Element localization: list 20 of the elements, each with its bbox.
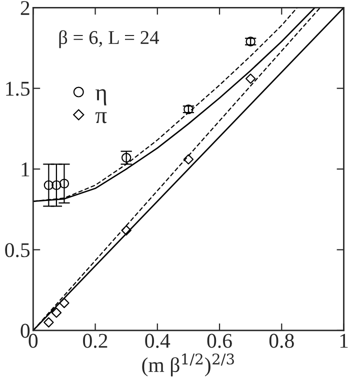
x-tick-label: 0.8	[269, 334, 294, 348]
y-tick-label: 1.5	[6, 82, 30, 96]
legend-label: π	[95, 112, 107, 124]
point	[183, 154, 194, 164]
annotation: β = 6, L = 24	[59, 30, 160, 48]
x-tick-label: 0.2	[83, 334, 108, 348]
x-axis-title: (m β$^{1/2}$)$^{2/3}$	[142, 353, 234, 376]
x-tick-label: 0.4	[145, 334, 170, 348]
y-tick-label: 0	[20, 324, 30, 338]
point	[121, 225, 132, 236]
legend-label: η	[96, 89, 106, 106]
x-tick-label: 1	[340, 334, 348, 348]
point	[44, 317, 54, 328]
x-tick-label: 0.6	[207, 334, 232, 348]
y-tick-label: 0.5	[5, 243, 30, 258]
point	[51, 308, 62, 318]
y-tick-label: 2	[20, 1, 30, 15]
y-tick-label: 1	[22, 162, 30, 176]
point	[245, 74, 256, 84]
point	[59, 298, 70, 308]
